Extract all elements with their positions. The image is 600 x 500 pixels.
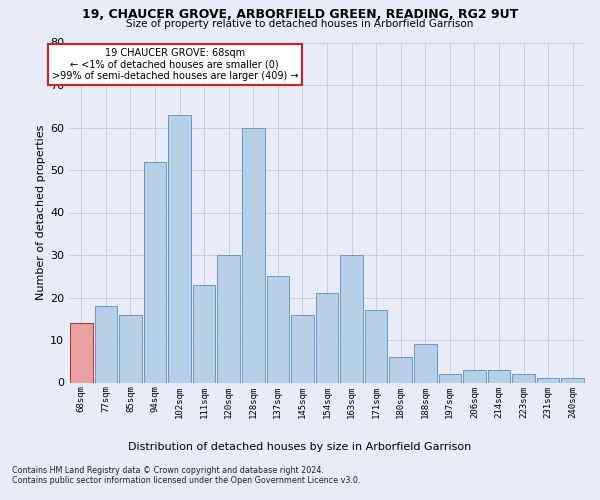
Bar: [340, 255, 363, 382]
Text: 19, CHAUCER GROVE, ARBORFIELD GREEN, READING, RG2 9UT: 19, CHAUCER GROVE, ARBORFIELD GREEN, REA…: [82, 8, 518, 20]
Text: 19 CHAUCER GROVE: 68sqm
← <1% of detached houses are smaller (0)
>99% of semi-de: 19 CHAUCER GROVE: 68sqm ← <1% of detache…: [52, 48, 298, 81]
Bar: [512, 374, 535, 382]
Bar: [463, 370, 486, 382]
Bar: [414, 344, 437, 383]
Bar: [537, 378, 559, 382]
Text: Contains public sector information licensed under the Open Government Licence v3: Contains public sector information licen…: [12, 476, 361, 485]
Bar: [488, 370, 511, 382]
Bar: [266, 276, 289, 382]
Y-axis label: Number of detached properties: Number of detached properties: [36, 125, 46, 300]
Text: Size of property relative to detached houses in Arborfield Garrison: Size of property relative to detached ho…: [127, 19, 473, 29]
Bar: [291, 314, 314, 382]
Bar: [562, 378, 584, 382]
Bar: [242, 128, 265, 382]
Bar: [316, 293, 338, 382]
Text: Distribution of detached houses by size in Arborfield Garrison: Distribution of detached houses by size …: [128, 442, 472, 452]
Bar: [217, 255, 240, 382]
Bar: [168, 115, 191, 382]
Bar: [143, 162, 166, 382]
Text: Contains HM Land Registry data © Crown copyright and database right 2024.: Contains HM Land Registry data © Crown c…: [12, 466, 324, 475]
Bar: [193, 285, 215, 382]
Bar: [95, 306, 117, 382]
Bar: [70, 323, 92, 382]
Bar: [365, 310, 388, 382]
Bar: [389, 357, 412, 382]
Bar: [119, 314, 142, 382]
Bar: [439, 374, 461, 382]
